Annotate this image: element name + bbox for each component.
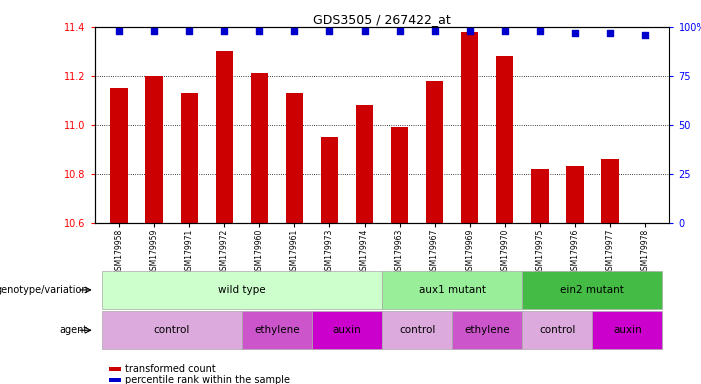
Text: aux1 mutant: aux1 mutant [418,285,486,295]
Bar [102,271,382,309]
Bar [320,137,338,223]
Point [499,28,510,34]
Title: GDS3505 / 267422_at: GDS3505 / 267422_at [313,13,451,26]
Bar [111,88,128,223]
Point [569,30,580,36]
Text: control: control [539,325,576,335]
Point [604,30,615,36]
Bar [102,311,242,349]
Text: transformed count: transformed count [125,364,215,374]
Text: control: control [399,325,435,335]
Text: agent: agent [60,325,88,335]
Point [534,28,545,34]
Text: ethylene: ethylene [254,325,300,335]
Bar [242,311,312,349]
Point [254,28,265,34]
Bar [251,73,268,223]
Bar [286,93,303,223]
Bar [391,127,408,223]
Bar [461,32,478,223]
Bar [452,311,522,349]
Bar [382,271,522,309]
Text: wild type: wild type [218,285,266,295]
Point [184,28,195,34]
Point [324,28,335,34]
Point [359,28,370,34]
Bar [426,81,444,223]
Text: genotype/variation: genotype/variation [0,285,88,295]
Bar [496,56,513,223]
Text: auxin: auxin [613,325,642,335]
Text: ethylene: ethylene [464,325,510,335]
Bar [522,271,662,309]
Point [114,28,125,34]
Point [149,28,160,34]
Point [429,28,440,34]
Bar [181,93,198,223]
Text: percentile rank within the sample: percentile rank within the sample [125,375,290,384]
Bar [355,105,373,223]
Text: auxin: auxin [332,325,362,335]
Bar [531,169,548,223]
Text: ein2 mutant: ein2 mutant [560,285,625,295]
Bar [382,311,452,349]
Bar [566,166,583,223]
Bar [146,76,163,223]
Point [639,31,651,38]
Point [289,28,300,34]
Bar [522,311,592,349]
Point [394,28,405,34]
Bar [601,159,618,223]
Text: control: control [154,325,190,335]
Point [219,28,230,34]
Point [464,28,475,34]
Bar [312,311,382,349]
Bar [592,311,662,349]
Bar [216,51,233,223]
